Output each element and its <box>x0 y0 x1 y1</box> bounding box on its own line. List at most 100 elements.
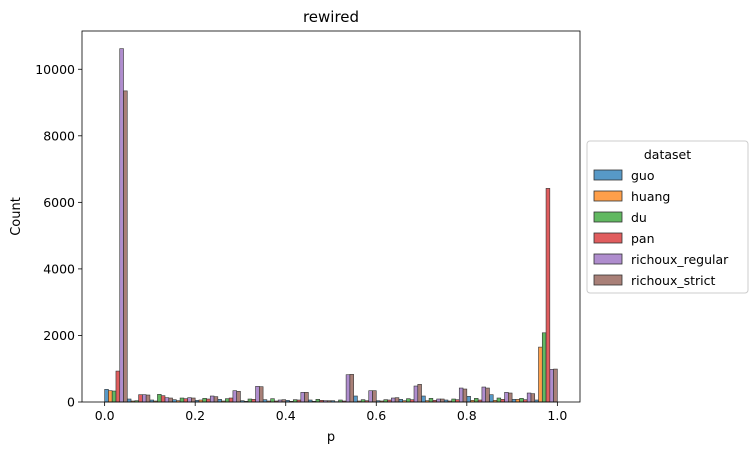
y-tick-label: 2000 <box>43 328 75 343</box>
bar-richoux_strict-bin-19 <box>553 368 558 403</box>
bar-richoux_regular-bin-15 <box>458 387 464 403</box>
bar-richoux_regular-bin-4 <box>209 395 215 403</box>
bar-du-bin-13 <box>406 398 411 403</box>
y-tick-label: 4000 <box>43 261 75 276</box>
x-axis-label: p <box>327 430 335 445</box>
x-tick-label: 0.0 <box>95 408 115 423</box>
bar-richoux_regular-bin-18 <box>526 392 532 403</box>
x-tick-label: 0.4 <box>276 408 296 423</box>
bar-richoux_strict-bin-0 <box>123 90 128 403</box>
x-tick-label: 1.0 <box>547 408 567 423</box>
chart-title: rewired <box>303 8 359 26</box>
bar-du-bin-16 <box>474 398 479 403</box>
bar-du-bin-15 <box>451 398 456 403</box>
bar-richoux_strict-bin-18 <box>530 393 536 403</box>
bar-richoux_regular-bin-2 <box>164 397 170 403</box>
bar-richoux_regular-bin-10 <box>345 374 351 403</box>
legend: dataset guo huang du pan richoux_regularrich… <box>586 140 749 294</box>
bar-richoux_strict-bin-2 <box>168 397 173 403</box>
x-tick-label: 0.8 <box>457 408 477 423</box>
bar-huang-bin-19 <box>538 346 543 403</box>
bar-richoux_regular-bin-5 <box>232 390 237 403</box>
bar-richoux_strict-bin-3 <box>191 397 196 403</box>
bar-guo-bin-14 <box>421 395 426 403</box>
bar-richoux_strict-bin-4 <box>213 396 219 403</box>
bar-du-bin-17 <box>496 397 502 403</box>
bar-guo-bin-17 <box>489 394 494 403</box>
bar-du-bin-6 <box>247 398 253 403</box>
bar-guo-bin-16 <box>466 396 471 403</box>
bar-du-bin-3 <box>179 397 185 403</box>
bar-richoux_strict-bin-8 <box>304 392 309 403</box>
bar-richoux_regular-bin-14 <box>436 398 441 403</box>
bar-richoux_strict-bin-14 <box>440 398 445 403</box>
bar-guo-bin-11 <box>353 395 358 403</box>
bar-richoux_regular-bin-16 <box>481 386 486 403</box>
bar-pan-bin-19 <box>545 188 551 403</box>
bar-du-bin-2 <box>157 394 162 403</box>
bar-richoux_strict-bin-1 <box>145 394 151 403</box>
bar-richoux_strict-bin-11 <box>372 390 377 403</box>
x-axis-ticks: 0.0 0.2 0.4 0.6 0.8 1.0 <box>95 402 567 423</box>
y-tick-label: 0 <box>67 395 75 410</box>
bar-du-bin-19 <box>541 332 547 403</box>
bar-richoux_regular-bin-17 <box>504 392 509 403</box>
bar-richoux_strict-bin-6 <box>259 386 264 403</box>
bar-richoux_regular-bin-6 <box>255 386 260 403</box>
bar-richoux_regular-bin-0 <box>119 48 124 403</box>
legend-label-richoux_strict: richoux_strict <box>631 273 716 288</box>
bar-richoux_strict-bin-15 <box>462 388 468 403</box>
bar-pan-bin-2 <box>160 395 166 403</box>
bar-richoux_strict-bin-12 <box>394 397 400 403</box>
bar-richoux_strict-bin-13 <box>417 384 422 403</box>
y-tick-label: 8000 <box>43 128 75 143</box>
plot-frame <box>81 30 581 403</box>
y-axis-label: Count <box>9 197 24 236</box>
y-axis-ticks: 0 2000 4000 6000 8000 10000 <box>35 62 82 410</box>
bar-guo-bin-0 <box>104 389 109 403</box>
bar-pan-bin-0 <box>115 370 121 403</box>
legend-label-richoux_regular: richoux_regular <box>631 252 729 267</box>
bar-pan-bin-1 <box>138 394 143 403</box>
bars-group <box>104 48 558 403</box>
legend-swatch-huang <box>593 190 623 202</box>
y-tick-label: 6000 <box>43 195 75 210</box>
legend-swatch-pan <box>593 232 623 244</box>
bar-richoux_strict-bin-16 <box>485 387 490 403</box>
bar-du-bin-7 <box>270 398 275 403</box>
bar-richoux_regular-bin-1 <box>142 394 147 403</box>
legend-swatch-richoux_regular <box>593 253 623 265</box>
bar-guo-bin-1 <box>126 398 132 403</box>
bar-pan-bin-5 <box>228 397 234 403</box>
bar-du-bin-18 <box>519 398 524 403</box>
bar-pan-bin-4 <box>206 398 211 403</box>
bar-du-bin-4 <box>202 398 207 403</box>
bar-richoux_regular-bin-12 <box>391 397 396 403</box>
bar-du-bin-5 <box>225 398 230 403</box>
bar-richoux_strict-bin-5 <box>236 391 241 403</box>
bar-huang-bin-0 <box>108 390 113 403</box>
bar-richoux_regular-bin-11 <box>368 390 373 403</box>
legend-label-du: du <box>631 210 647 225</box>
legend-swatch-du <box>593 211 623 223</box>
x-tick-label: 0.6 <box>366 408 386 423</box>
legend-label-huang: huang <box>631 189 670 204</box>
legend-swatch-richoux_strict <box>593 274 623 286</box>
bar-pan-bin-3 <box>183 398 188 403</box>
bar-richoux_regular-bin-19 <box>549 369 554 403</box>
bar-richoux_strict-bin-17 <box>508 392 513 403</box>
bar-richoux_strict-bin-10 <box>349 374 354 403</box>
legend-label-guo: guo <box>631 168 655 183</box>
bar-richoux_regular-bin-8 <box>300 392 305 403</box>
legend-box <box>586 140 749 294</box>
legend-label-pan: pan <box>631 231 655 246</box>
bar-du-bin-14 <box>428 398 434 403</box>
y-tick-label: 10000 <box>35 62 75 77</box>
bar-du-bin-0 <box>111 390 117 403</box>
legend-swatch-guo <box>593 169 623 181</box>
x-tick-label: 0.2 <box>185 408 205 423</box>
legend-title: dataset <box>644 147 691 162</box>
bar-richoux_regular-bin-13 <box>413 385 419 403</box>
bar-richoux_regular-bin-3 <box>187 397 192 403</box>
